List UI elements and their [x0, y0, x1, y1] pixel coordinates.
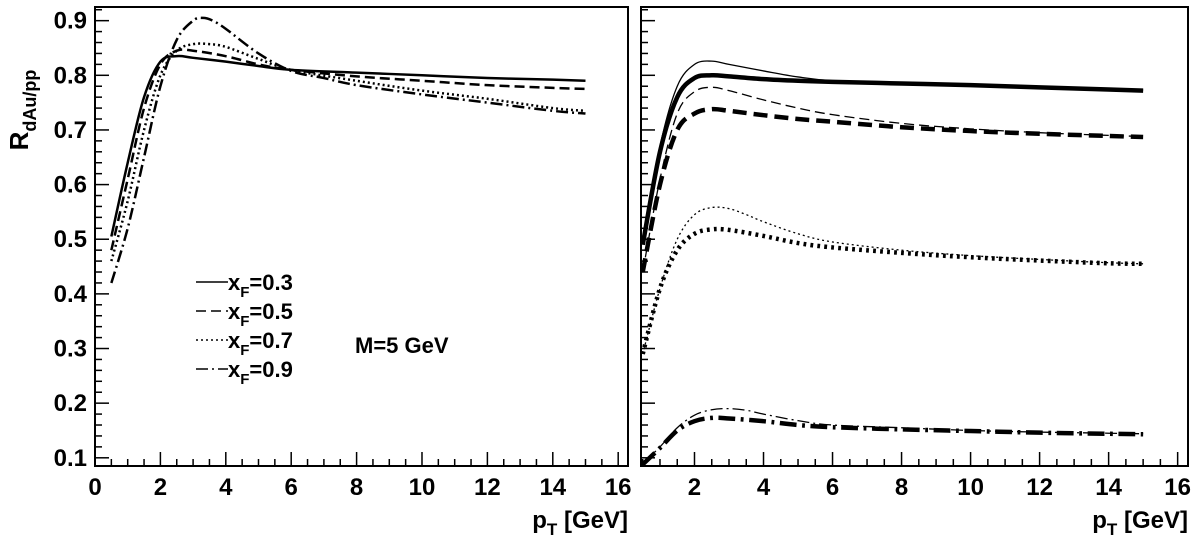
y-tick-label: 0.5	[54, 226, 87, 253]
right-series-line-solid-thick	[640, 72, 1144, 246]
x-tick-label: 14	[539, 474, 566, 501]
x-tick-label: 14	[1095, 474, 1122, 501]
left-series-line-dashdot	[110, 16, 586, 284]
right-series-line-dashdot-thick	[641, 415, 1144, 466]
left-curves	[110, 16, 586, 284]
x-tick-label: 2	[688, 474, 701, 501]
x-tick-label: 8	[350, 474, 363, 501]
legend-label: xF=0.9	[228, 357, 293, 388]
left-plot-frame	[94, 6, 629, 467]
left-x-axis-title-sub: T	[547, 520, 558, 538]
right-panel: 2 4 6 8 10 12 14 16 pT [GeV]	[640, 6, 1191, 538]
mass-annotation: M=5 GeV	[355, 333, 449, 358]
x-tick-label: 16	[1164, 474, 1191, 501]
left-panel: 0.1 0.2 0.3 0.4 0.5 0.6 0.7 0.8 0.9 0 2 4 6 8 10 12 14 1…	[4, 6, 632, 538]
y-axis-title-main: R	[4, 131, 34, 150]
left-series-line-solid	[110, 54, 586, 237]
right-x-axis-title-unit: [GeV]	[1124, 507, 1188, 534]
y-tick-label: 0.3	[54, 336, 87, 363]
right-x-ticks: 2 4 6 8 10 12 14 16	[641, 452, 1191, 501]
x-tick-label: 6	[285, 474, 298, 501]
x-tick-label: 4	[757, 474, 771, 501]
y-axis-title: RdAu/pp	[4, 70, 40, 151]
legend-label: xF=0.7	[228, 328, 293, 359]
x-tick-label: 2	[154, 474, 167, 501]
right-x-axis-title: pT [GeV]	[1092, 507, 1188, 538]
right-series-line-dotted-thin	[642, 206, 1144, 355]
y-tick-label: 0.6	[54, 172, 87, 199]
y-tick-label: 0.9	[54, 8, 87, 35]
y-axis-title-sub: dAu/pp	[20, 70, 40, 132]
left-x-axis-title-main: p	[532, 507, 547, 534]
right-series-line-dashed-thick	[640, 106, 1144, 273]
left-x-ticks: 0 2 4 6 8 10 12 14 16	[88, 452, 632, 501]
right-series-line-dotted-thick	[640, 226, 1144, 355]
right-series-line-dashdot-thin	[642, 407, 1144, 464]
y-tick-label: 0.4	[54, 281, 88, 308]
legend-label: xF=0.5	[228, 299, 293, 330]
x-tick-label: 0	[88, 474, 101, 501]
right-x-axis-title-main: p	[1092, 507, 1107, 534]
left-series-line-dotted	[110, 42, 586, 262]
right-series-line-dashed-thin	[642, 86, 1144, 273]
right-x-axis-title-sub: T	[1107, 520, 1118, 538]
left-x-axis-title-unit: [GeV]	[564, 507, 628, 534]
x-tick-label: 10	[409, 474, 436, 501]
right-plot-frame	[640, 6, 1189, 467]
right-curves	[640, 60, 1144, 466]
left-x-axis-title: pT [GeV]	[532, 507, 628, 538]
legend: xF=0.3xF=0.5xF=0.7xF=0.9	[196, 270, 293, 388]
x-tick-label: 12	[1026, 474, 1053, 501]
x-tick-label: 8	[895, 474, 908, 501]
left-y-ticks: 0.1 0.2 0.3 0.4 0.5 0.6 0.7 0.8 0.9	[54, 8, 109, 472]
legend-label: xF=0.3	[228, 270, 293, 301]
x-tick-label: 16	[605, 474, 632, 501]
y-tick-label: 0.7	[54, 117, 87, 144]
x-tick-label: 6	[826, 474, 839, 501]
x-tick-label: 10	[957, 474, 984, 501]
x-tick-label: 12	[474, 474, 501, 501]
y-tick-label: 0.1	[54, 445, 87, 472]
x-tick-label: 4	[219, 474, 233, 501]
y-tick-label: 0.8	[54, 62, 87, 89]
left-series-line-dashed	[110, 48, 586, 251]
y-tick-label: 0.2	[54, 390, 87, 417]
